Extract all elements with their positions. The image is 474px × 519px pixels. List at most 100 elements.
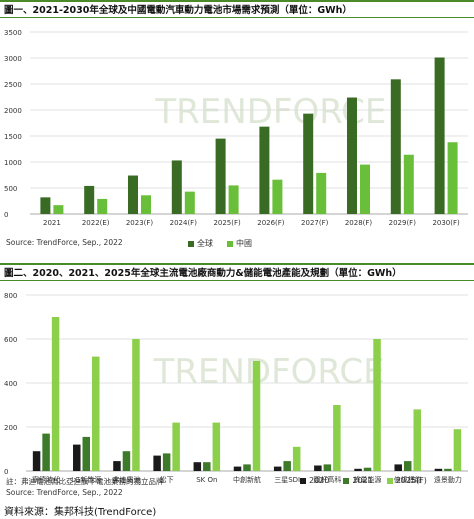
chart-1-svg: TRENDFORCE050010001500200025003000350020… bbox=[4, 29, 468, 227]
chart-1-xtick-label: 2029(F) bbox=[389, 219, 417, 227]
chart-1-xtick-label: 2026(F) bbox=[257, 219, 285, 227]
chart-1-bar bbox=[272, 179, 283, 214]
chart-2-bar bbox=[51, 317, 60, 471]
chart-1-bar bbox=[141, 195, 151, 214]
legend-swatch-china bbox=[227, 240, 233, 247]
chart-2-bar bbox=[162, 453, 171, 471]
chart-2-xtick-label: LG新能源 bbox=[71, 475, 101, 483]
chart-2-bar bbox=[73, 444, 81, 471]
chart-2-xtick-label: 三星SDI bbox=[274, 476, 300, 483]
chart-2-bar bbox=[172, 422, 180, 471]
footer-source: 資料來源：集邦科技(TrendForce) bbox=[4, 507, 157, 518]
chart-2-bar bbox=[283, 461, 291, 471]
chart-2-note: 註：弗迪電池為比亞迪旗下電池業務的獨立品牌 bbox=[6, 477, 164, 486]
chart-2-bar bbox=[444, 468, 452, 471]
chart-1-ytick-label: 0 bbox=[4, 211, 8, 219]
chart-1-bar bbox=[40, 197, 51, 214]
chart-1-xtick-label: 2025(F) bbox=[213, 219, 241, 227]
chart-2-bar bbox=[314, 465, 322, 471]
chart-1-bar bbox=[447, 142, 458, 214]
chart-2-xtick-label: 國軒高科 bbox=[313, 475, 341, 483]
chart-2-bar bbox=[243, 464, 251, 471]
chart-2-source: Source: TrendForce, Sep., 2022 bbox=[6, 488, 123, 497]
chart-2-xtick-label: 弗迪電池 bbox=[112, 475, 140, 483]
chart-2-bar bbox=[212, 422, 221, 471]
chart-2-bar bbox=[403, 461, 412, 471]
chart-1-bar bbox=[97, 198, 108, 214]
chart-1-bar bbox=[347, 97, 357, 214]
chart-2-xtick-label: 遠景動力 bbox=[434, 475, 462, 483]
chart-1-bar bbox=[84, 185, 95, 214]
chart-2-xtick-label: SK On bbox=[196, 476, 217, 483]
chart-1-xtick-label: 2030(F) bbox=[432, 219, 460, 227]
chart-2-bar bbox=[273, 466, 282, 471]
chart-2-bar bbox=[333, 405, 341, 471]
chart-1-xtick-label: 2027(F) bbox=[301, 219, 329, 227]
legend-item-global: 全球 bbox=[188, 238, 213, 249]
chart-1-xtick-label: 2022(E) bbox=[82, 219, 110, 227]
chart-1-bar bbox=[184, 191, 195, 214]
chart-1-bar bbox=[360, 164, 370, 214]
chart-1-ytick-label: 1000 bbox=[4, 159, 22, 167]
chart-2-title: 圖二、2020、2021、2025年全球主流電池廠商動力&儲能電池產能及規劃（單… bbox=[0, 263, 474, 281]
chart-2-bar bbox=[323, 464, 332, 471]
chart-1-bar bbox=[128, 175, 138, 214]
chart-2-ytick-label: 200 bbox=[4, 424, 17, 432]
chart-2-bar bbox=[42, 433, 50, 471]
legend-item-2020: 2020 bbox=[300, 476, 329, 485]
chart-1-xtick-label: 2023(F) bbox=[126, 219, 154, 227]
chart-2-bar bbox=[434, 468, 443, 471]
chart-1-ytick-label: 1500 bbox=[4, 133, 22, 141]
chart-2-watermark: TRENDFORCE bbox=[153, 352, 385, 392]
chart-1-bar bbox=[303, 113, 314, 214]
chart-2-bar bbox=[193, 462, 202, 471]
chart-1-bar bbox=[259, 126, 270, 214]
chart-1-bar bbox=[53, 205, 64, 214]
chart-panel-1: 圖一、2021-2030年全球及中國電動汽車動力電池市場需求預測（單位：GWh）… bbox=[0, 0, 474, 249]
chart-2-ytick-label: 0 bbox=[4, 468, 8, 476]
chart-1-bar bbox=[171, 160, 182, 214]
chart-2-xtick-label: 寧德時代 bbox=[32, 475, 60, 483]
chart-2-ytick-label: 800 bbox=[4, 292, 17, 300]
chart-1-ytick-label: 2500 bbox=[4, 81, 22, 89]
chart-1-ytick-label: 3500 bbox=[4, 29, 22, 37]
chart-2-svg: TRENDFORCE 0 200 400 600 800 寧德時代 LG新能源 弗迪電池 松下 SK… bbox=[4, 292, 468, 483]
chart-2-bar bbox=[354, 468, 362, 471]
chart-2-bar bbox=[122, 451, 131, 471]
legend-item-2021: 2021 bbox=[343, 476, 373, 485]
chart-panel-2: 圖二、2020、2021、2025年全球主流電池廠商動力&儲能電池產能及規劃（單… bbox=[0, 263, 474, 497]
chart-2-bar bbox=[132, 339, 140, 471]
chart-2-bar bbox=[233, 466, 242, 471]
chart-1-xtick-label: 2028(F) bbox=[345, 219, 373, 227]
legend-swatch-2025f bbox=[386, 477, 393, 484]
chart-1-bar bbox=[403, 154, 414, 214]
chart-2-bar bbox=[113, 461, 121, 471]
chart-2-ytick-label: 400 bbox=[4, 380, 17, 388]
chart-1-ytick-label: 3000 bbox=[4, 55, 22, 63]
chart-1-bar bbox=[215, 138, 226, 214]
legend-item-2025f: 2025(F) bbox=[386, 476, 427, 485]
legend-label-global: 全球 bbox=[197, 239, 213, 248]
chart-1-bar bbox=[228, 185, 239, 214]
chart-1-source: Source: TrendForce, Sep., 2022 bbox=[6, 238, 123, 247]
chart-2-legend: 2020 2021 2025(F) bbox=[300, 476, 437, 485]
chart-2-ytick-label: 600 bbox=[4, 336, 17, 344]
chart-1-bar bbox=[390, 79, 401, 214]
chart-2-bar bbox=[32, 451, 41, 471]
chart-2-bar bbox=[82, 436, 91, 471]
chart-2-xtick-label: 中創新航 bbox=[233, 475, 261, 483]
legend-label-2020: 2020 bbox=[309, 476, 330, 485]
legend-label-2025f: 2025(F) bbox=[395, 476, 427, 485]
chart-2-bar bbox=[153, 455, 161, 471]
chart-2-xtick-label: 松下 bbox=[160, 475, 174, 483]
chart-1-bar bbox=[316, 172, 327, 214]
legend-swatch-global bbox=[188, 240, 194, 247]
legend-swatch-2021 bbox=[343, 477, 350, 484]
chart-1-xtick-label: 2021 bbox=[43, 219, 61, 227]
legend-label-2021: 2021 bbox=[352, 476, 373, 485]
legend-item-china: 中國 bbox=[227, 238, 252, 249]
chart-2-bar bbox=[413, 409, 421, 471]
chart-2-bar bbox=[373, 339, 381, 471]
chart-2-xtick-label: 蜂巢能源 bbox=[354, 475, 382, 483]
chart-2-bar bbox=[252, 361, 261, 471]
